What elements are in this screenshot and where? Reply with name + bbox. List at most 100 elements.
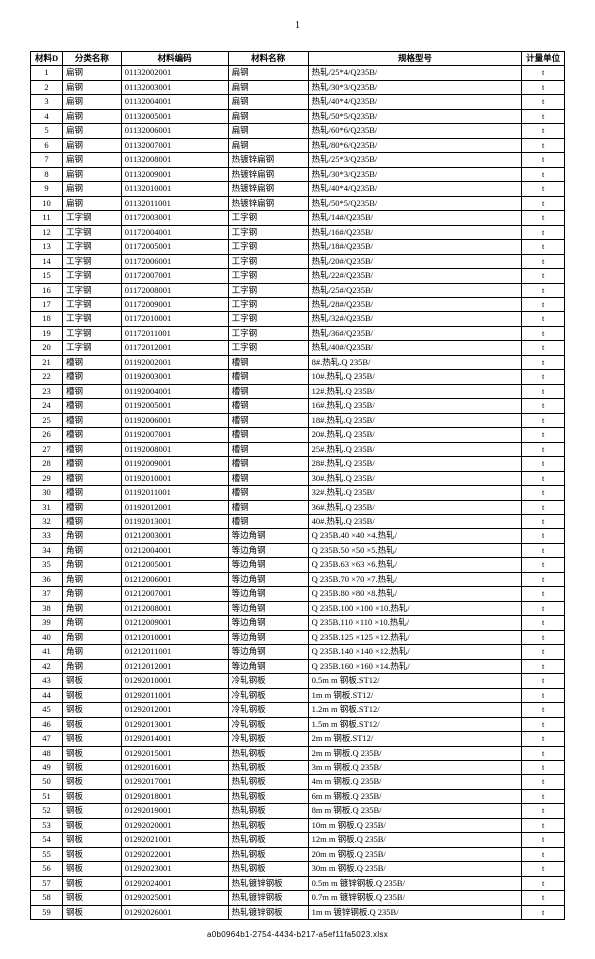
cell-category: 槽钢 — [63, 428, 122, 442]
table-row: 28槽钢01192009001槽钢28#.热轧.Q 235B/t — [31, 457, 565, 471]
cell-id: 8 — [31, 167, 63, 181]
cell-code: 01172006001 — [121, 254, 228, 268]
cell-unit: t — [522, 109, 565, 123]
cell-id: 51 — [31, 789, 63, 803]
cell-id: 20 — [31, 341, 63, 355]
cell-category: 工字钢 — [63, 269, 122, 283]
table-header-row: 材料D 分类名称 材料编码 材料名称 规格型号 计量单位 — [31, 52, 565, 66]
cell-category: 槽钢 — [63, 370, 122, 384]
cell-code: 01292013001 — [121, 717, 228, 731]
cell-category: 角钢 — [63, 543, 122, 557]
cell-id: 55 — [31, 847, 63, 861]
cell-unit: t — [522, 413, 565, 427]
table-row: 39角钢01212009001等边角钢Q 235B.110 ×110 ×10.热… — [31, 616, 565, 630]
cell-spec: 热轧/22#/Q235B/ — [308, 269, 522, 283]
cell-spec: 热轧/50*5/Q235B/ — [308, 196, 522, 210]
cell-unit: t — [522, 80, 565, 94]
cell-name: 冷轧钢板 — [228, 688, 308, 702]
cell-code: 01292015001 — [121, 746, 228, 760]
cell-id: 31 — [31, 500, 63, 514]
table-row: 45钢板01292012001冷轧钢板1.2m m 钢板.ST12/t — [31, 703, 565, 717]
cell-unit: t — [522, 167, 565, 181]
cell-category: 工字钢 — [63, 254, 122, 268]
cell-category: 角钢 — [63, 645, 122, 659]
table-row: 9扁钢01132010001热镀锌扁钢热轧/40*4/Q235B/t — [31, 182, 565, 196]
cell-category: 钢板 — [63, 775, 122, 789]
cell-code: 01132004001 — [121, 95, 228, 109]
table-row: 35角钢01212005001等边角钢Q 235B.63 ×63 ×6.热轧/t — [31, 558, 565, 572]
cell-spec: 1m m 镀锌钢板.Q 235B/ — [308, 905, 522, 919]
col-header-cat: 分类名称 — [63, 52, 122, 66]
cell-unit: t — [522, 746, 565, 760]
cell-id: 4 — [31, 109, 63, 123]
cell-spec: 36#.热轧.Q 235B/ — [308, 500, 522, 514]
cell-unit: t — [522, 254, 565, 268]
cell-code: 01292011001 — [121, 688, 228, 702]
cell-spec: Q 235B.40 ×40 ×4.热轧/ — [308, 529, 522, 543]
cell-category: 钢板 — [63, 891, 122, 905]
cell-id: 52 — [31, 804, 63, 818]
table-row: 41角钢01212011001等边角钢Q 235B.140 ×140 ×12.热… — [31, 645, 565, 659]
cell-code: 01292025001 — [121, 891, 228, 905]
cell-spec: 热轧/25*3/Q235B/ — [308, 153, 522, 167]
cell-unit: t — [522, 225, 565, 239]
cell-code: 01132008001 — [121, 153, 228, 167]
cell-category: 钢板 — [63, 688, 122, 702]
cell-name: 热轧镀锌钢板 — [228, 891, 308, 905]
table-row: 14工字钢01172006001工字钢热轧/20#/Q235B/t — [31, 254, 565, 268]
cell-code: 01292021001 — [121, 833, 228, 847]
table-row: 49钢板01292016001热轧钢板3m m 钢板.Q 235B/t — [31, 760, 565, 774]
cell-name: 槽钢 — [228, 413, 308, 427]
cell-spec: 4m m 钢板.Q 235B/ — [308, 775, 522, 789]
cell-id: 57 — [31, 876, 63, 890]
cell-id: 47 — [31, 732, 63, 746]
cell-id: 46 — [31, 717, 63, 731]
cell-unit: t — [522, 428, 565, 442]
cell-id: 48 — [31, 746, 63, 760]
table-row: 20工字钢01172012001工字钢热轧/40#/Q235B/t — [31, 341, 565, 355]
cell-name: 热镀锌扁钢 — [228, 153, 308, 167]
cell-spec: 热轧/28#/Q235B/ — [308, 297, 522, 311]
cell-category: 扁钢 — [63, 109, 122, 123]
cell-spec: 8m m 钢板.Q 235B/ — [308, 804, 522, 818]
cell-id: 49 — [31, 760, 63, 774]
cell-category: 角钢 — [63, 558, 122, 572]
footer-filename: a0b0964b1-2754-4434-b217-a5ef11fa5023.xl… — [30, 930, 565, 939]
cell-name: 等边角钢 — [228, 601, 308, 615]
cell-name: 扁钢 — [228, 109, 308, 123]
cell-category: 槽钢 — [63, 500, 122, 514]
cell-name: 热轧钢板 — [228, 847, 308, 861]
cell-code: 01212010001 — [121, 630, 228, 644]
cell-unit: t — [522, 847, 565, 861]
cell-id: 53 — [31, 818, 63, 832]
table-row: 43钢板01292010001冷轧钢板0.5m m 钢板.ST12/t — [31, 674, 565, 688]
cell-category: 扁钢 — [63, 167, 122, 181]
cell-category: 钢板 — [63, 833, 122, 847]
cell-name: 热轧钢板 — [228, 833, 308, 847]
cell-id: 25 — [31, 413, 63, 427]
cell-id: 5 — [31, 124, 63, 138]
cell-id: 34 — [31, 543, 63, 557]
cell-code: 01192005001 — [121, 399, 228, 413]
cell-code: 01292024001 — [121, 876, 228, 890]
cell-unit: t — [522, 760, 565, 774]
cell-category: 槽钢 — [63, 399, 122, 413]
cell-category: 钢板 — [63, 717, 122, 731]
cell-name: 热轧钢板 — [228, 760, 308, 774]
cell-id: 23 — [31, 384, 63, 398]
cell-unit: t — [522, 95, 565, 109]
cell-spec: 热轧/25*4/Q235B/ — [308, 66, 522, 80]
cell-unit: t — [522, 297, 565, 311]
cell-code: 01192010001 — [121, 471, 228, 485]
cell-name: 冷轧钢板 — [228, 674, 308, 688]
cell-category: 钢板 — [63, 862, 122, 876]
cell-unit: t — [522, 399, 565, 413]
cell-code: 01212011001 — [121, 645, 228, 659]
cell-code: 01292012001 — [121, 703, 228, 717]
cell-unit: t — [522, 500, 565, 514]
cell-code: 01192007001 — [121, 428, 228, 442]
table-body: 1扁钢01132002001扁钢热轧/25*4/Q235B/t2扁钢011320… — [31, 66, 565, 920]
cell-name: 冷轧钢板 — [228, 732, 308, 746]
page-number: 1 — [30, 20, 565, 31]
cell-code: 01132005001 — [121, 109, 228, 123]
